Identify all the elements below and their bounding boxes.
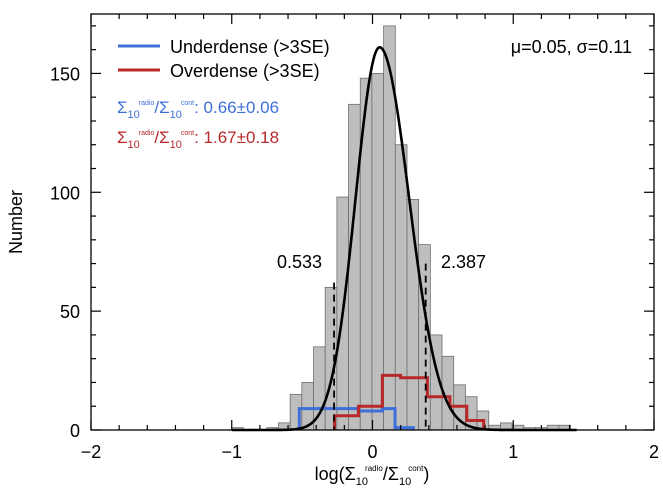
x-tick-label: −1	[221, 442, 242, 462]
ratio-2-sup-2: cont	[181, 130, 194, 137]
x-label-slash: /	[383, 464, 388, 484]
x-tick-label: 1	[508, 442, 518, 462]
x-label-prefix: log(	[315, 464, 345, 484]
ratio-2-slash: /	[154, 128, 159, 147]
ratio-label-overdense: Σ10radio/Σ10cont: 1.67±0.18	[117, 128, 279, 151]
legend: Underdense (>3SE) Overdense (>3SE)	[118, 37, 330, 81]
ratio-2-value: : 1.67±0.18	[194, 128, 279, 147]
x-label-sup-2: cont	[408, 464, 424, 473]
y-tick-label: 50	[60, 302, 80, 322]
ratio-1-slash: /	[154, 98, 159, 117]
y-axis-label: Number	[6, 190, 26, 254]
histogram-bar-10	[348, 103, 361, 431]
x-label-sigma-2: Σ	[388, 464, 399, 484]
ratio-label-underdense: Σ10radio/Σ10cont: 0.66±0.06	[117, 98, 279, 121]
ratio-1-sub-1: 10	[128, 109, 140, 121]
x-label-suffix: )	[423, 464, 429, 484]
y-tick-label: 100	[50, 183, 80, 203]
ratio-1-value: : 0.66±0.06	[194, 98, 279, 117]
threshold-label-left: 0.533	[277, 252, 322, 272]
x-tick-label: 0	[367, 442, 377, 462]
x-axis-label: log(Σ10radio/Σ10cont)	[315, 464, 430, 488]
ratio-2-sup-1: radio	[139, 130, 155, 137]
ratio-1-sup-1: radio	[139, 100, 155, 107]
ratio-1-sigma-2: Σ	[159, 98, 170, 117]
ratio-2-sub-2: 10	[170, 139, 182, 151]
x-tick-label: −2	[81, 442, 102, 462]
y-tick-label: 0	[70, 421, 80, 441]
threshold-label-right: 2.387	[441, 252, 486, 272]
x-axis-ticks: −2 −1 0 1 2	[81, 14, 659, 462]
histogram-bar-7	[313, 346, 326, 431]
ratio-2-sigma-1: Σ	[117, 128, 128, 147]
step-histogram-overdense	[332, 373, 486, 430]
ratio-1-sigma-1: Σ	[117, 98, 128, 117]
x-label-sub-1: 10	[356, 476, 368, 488]
ratio-1-sup-2: cont	[181, 100, 194, 107]
legend-label-underdense: Underdense (>3SE)	[170, 37, 330, 57]
ratio-1-sub-2: 10	[170, 109, 182, 121]
ratio-2-sigma-2: Σ	[159, 128, 170, 147]
x-label-sub-2: 10	[399, 476, 411, 488]
ratio-2-sub-1: 10	[128, 139, 140, 151]
threshold-lines	[333, 263, 427, 430]
x-label-sup-1: radio	[365, 464, 383, 473]
x-tick-label: 2	[649, 442, 659, 462]
fit-stats-label: μ=0.05, σ=0.11	[511, 37, 632, 57]
legend-label-overdense: Overdense (>3SE)	[170, 61, 320, 81]
y-axis-ticks: 0 50 100 150	[50, 25, 654, 441]
histogram-bar-14	[394, 144, 408, 431]
x-label-sigma-1: Σ	[345, 464, 356, 484]
y-tick-label: 150	[50, 64, 80, 84]
